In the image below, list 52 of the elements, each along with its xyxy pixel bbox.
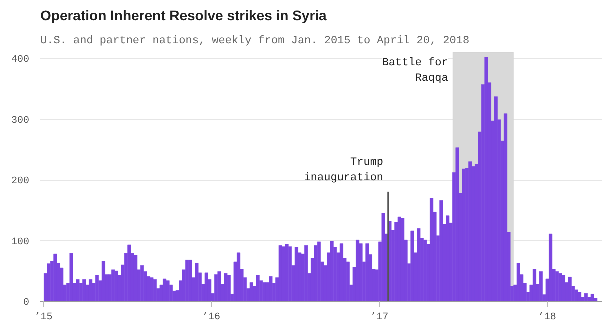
x-tick-label: ’17: [370, 312, 389, 324]
bar: [166, 280, 170, 302]
bar: [516, 263, 520, 302]
bar: [195, 263, 199, 302]
bar: [401, 218, 405, 302]
x-tick-label: ’16: [202, 312, 220, 324]
bar: [578, 292, 582, 302]
bar: [440, 200, 444, 302]
bar: [314, 245, 318, 302]
bar: [304, 245, 308, 302]
band-label: Battle for Raqqa: [382, 57, 449, 86]
bar: [594, 298, 598, 302]
bar: [70, 253, 74, 302]
y-tick-label: 200: [11, 176, 30, 188]
bar: [590, 294, 594, 302]
bar: [568, 277, 572, 302]
bar: [359, 244, 363, 302]
chart-title: Operation Inherent Resolve strikes in Syria: [40, 8, 328, 24]
bar: [549, 234, 553, 302]
bar: [288, 246, 292, 302]
bar: [237, 252, 241, 302]
bar: [410, 230, 414, 302]
chart-subtitle: U.S. and partner nations, weekly from Jan. 2015 to April 20, 2018: [40, 36, 470, 48]
bar: [278, 245, 282, 302]
bar: [102, 261, 106, 302]
bar: [227, 275, 231, 302]
bar: [269, 276, 273, 302]
bar: [562, 275, 566, 302]
bar: [574, 290, 578, 302]
bar: [218, 272, 222, 302]
y-tick-label: 0: [24, 298, 30, 309]
bar: [382, 213, 386, 302]
ref-line-label: Trump inauguration: [304, 156, 384, 184]
bar: [47, 264, 51, 302]
bar: [153, 279, 157, 302]
y-tick-label: 400: [11, 55, 30, 66]
bar: [317, 242, 321, 302]
y-tick-label: 100: [11, 237, 30, 248]
bar: [504, 114, 508, 302]
bar: [532, 269, 536, 302]
bar: [250, 282, 254, 302]
bar: [346, 262, 350, 302]
y-tick-label: 300: [11, 116, 30, 127]
x-tick-label: ’15: [34, 312, 53, 324]
x-tick-label: ’18: [538, 312, 556, 324]
bar: [134, 255, 138, 302]
bar: [539, 272, 543, 302]
bar: [456, 148, 460, 302]
bar: [204, 272, 208, 302]
bar: [256, 275, 260, 302]
bar: [188, 260, 192, 302]
bar: [366, 244, 370, 302]
